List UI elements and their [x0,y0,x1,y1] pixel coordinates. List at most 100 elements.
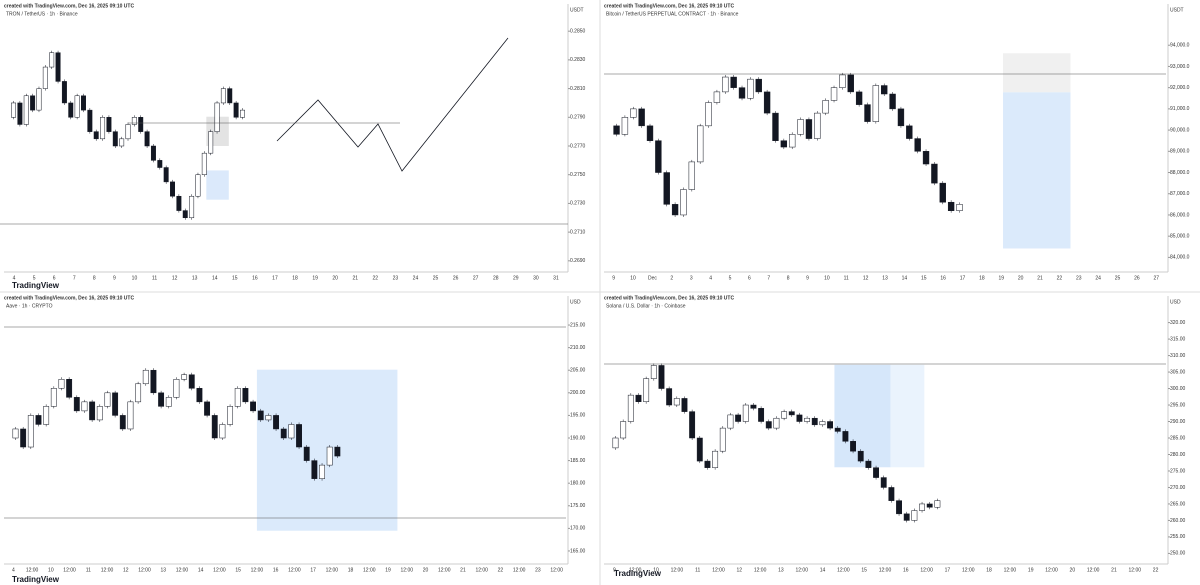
candle [780,140,788,148]
y-tick-label: 0.2730 [570,201,586,207]
candle [897,108,905,127]
x-tick-label: 10 [132,275,138,281]
candle [738,87,746,99]
candle [150,369,157,394]
candle [797,119,804,135]
x-tick-label: 10 [653,567,659,573]
y-tick-label: 88,000.0 [1170,170,1190,176]
y-tick-label: 285.00 [1170,435,1186,441]
x-tick-label: 12:00 [879,567,892,573]
candle [334,446,341,457]
candle [621,117,629,135]
y-tick-label: 315.00 [1170,336,1186,342]
candle [326,446,333,466]
y-tick-label: 0.2750 [570,172,586,178]
candle [55,52,61,82]
x-tick-label: 17 [272,275,278,281]
candle [811,417,818,426]
y-tick-label: 280.00 [1170,452,1186,458]
candle [903,513,910,521]
candle [873,467,879,478]
y-tick-label: 305.00 [1170,369,1186,375]
candle [288,424,295,439]
x-tick-label: 30 [533,275,539,281]
candle [931,163,938,184]
x-tick-label: 17 [310,567,316,573]
candle [176,195,182,211]
candle [830,87,838,101]
y-tick-label: 87,000.0 [1170,191,1190,197]
x-tick-label: 7 [767,275,770,281]
candle [182,210,188,219]
x-tick-label: 9 [612,275,615,281]
x-tick-label: 9 [806,275,809,281]
axis-unit: USD [570,299,581,305]
y-tick-label: 260.00 [1170,518,1186,524]
candle [896,500,902,515]
y-tick-label: 250.00 [1170,551,1186,557]
candle [758,408,765,422]
x-tick-label: 14 [212,275,218,281]
x-tick-label: 10 [48,567,54,573]
x-tick-label: 12:00 [550,567,563,573]
axis-unit: USDT [570,7,584,13]
x-tick-label: 12:00 [26,567,39,573]
position-box [1003,92,1071,249]
candle [219,424,226,439]
candle [214,102,220,132]
x-tick-label: 22 [1153,567,1159,573]
candle [73,397,80,412]
chart-header: created with TradingView.com, Dec 16, 20… [604,3,734,9]
x-tick-label: 20 [332,275,338,281]
y-tick-label: 275.00 [1170,468,1186,474]
x-tick-label: 13 [192,275,198,281]
brand: TradingView [12,281,60,290]
position-box [1003,53,1071,93]
y-tick-label: 170.00 [570,526,586,532]
symbol-label: Bitcoin / TetherUS PERPETUAL CONTRACT · … [606,11,739,17]
candle [796,414,803,422]
x-tick-label: 23 [393,275,399,281]
y-tick-label: 90,000.0 [1170,127,1190,133]
candle [119,415,126,430]
x-tick-label: 12:00 [920,567,933,573]
x-tick-label: 2 [670,275,673,281]
y-tick-label: 190.00 [570,435,586,441]
x-tick-label: 12:00 [962,567,975,573]
x-tick-label: 12:00 [671,567,684,573]
candle [89,401,96,421]
candle [233,102,239,118]
x-tick-label: 4 [709,275,712,281]
candle [163,167,169,183]
x-tick-label: 24 [1095,275,1101,281]
candle [93,131,99,140]
candle [208,131,214,154]
x-tick-label: 10 [630,275,636,281]
candle [296,424,302,448]
x-tick-label: 5 [729,275,732,281]
candle [881,85,888,95]
candle [939,182,946,203]
candle [68,102,74,118]
candle [96,406,103,421]
x-tick-label: 14 [820,567,826,573]
symbol-label: Aave · 1h · CRYPTO [6,303,53,309]
candle [819,421,826,426]
candle [125,124,131,140]
x-tick-label: 15 [232,275,238,281]
y-tick-label: 85,000.0 [1170,234,1190,240]
candle [947,201,955,211]
candle [842,431,849,442]
x-tick-label: 25 [1115,275,1121,281]
candle [650,365,657,379]
candle [713,91,721,103]
x-tick-label: 12:00 [251,567,264,573]
x-tick-label: 12:00 [63,567,76,573]
x-tick-label: 12:00 [1129,567,1142,573]
x-tick-label: 8 [787,275,790,281]
candle [195,174,201,197]
x-tick-label: 12:00 [138,567,151,573]
x-tick-label: 12:00 [513,567,526,573]
symbol-label: TRON / TetherUS · 1h · Binance [6,11,78,17]
brand: TradingView [12,575,60,584]
